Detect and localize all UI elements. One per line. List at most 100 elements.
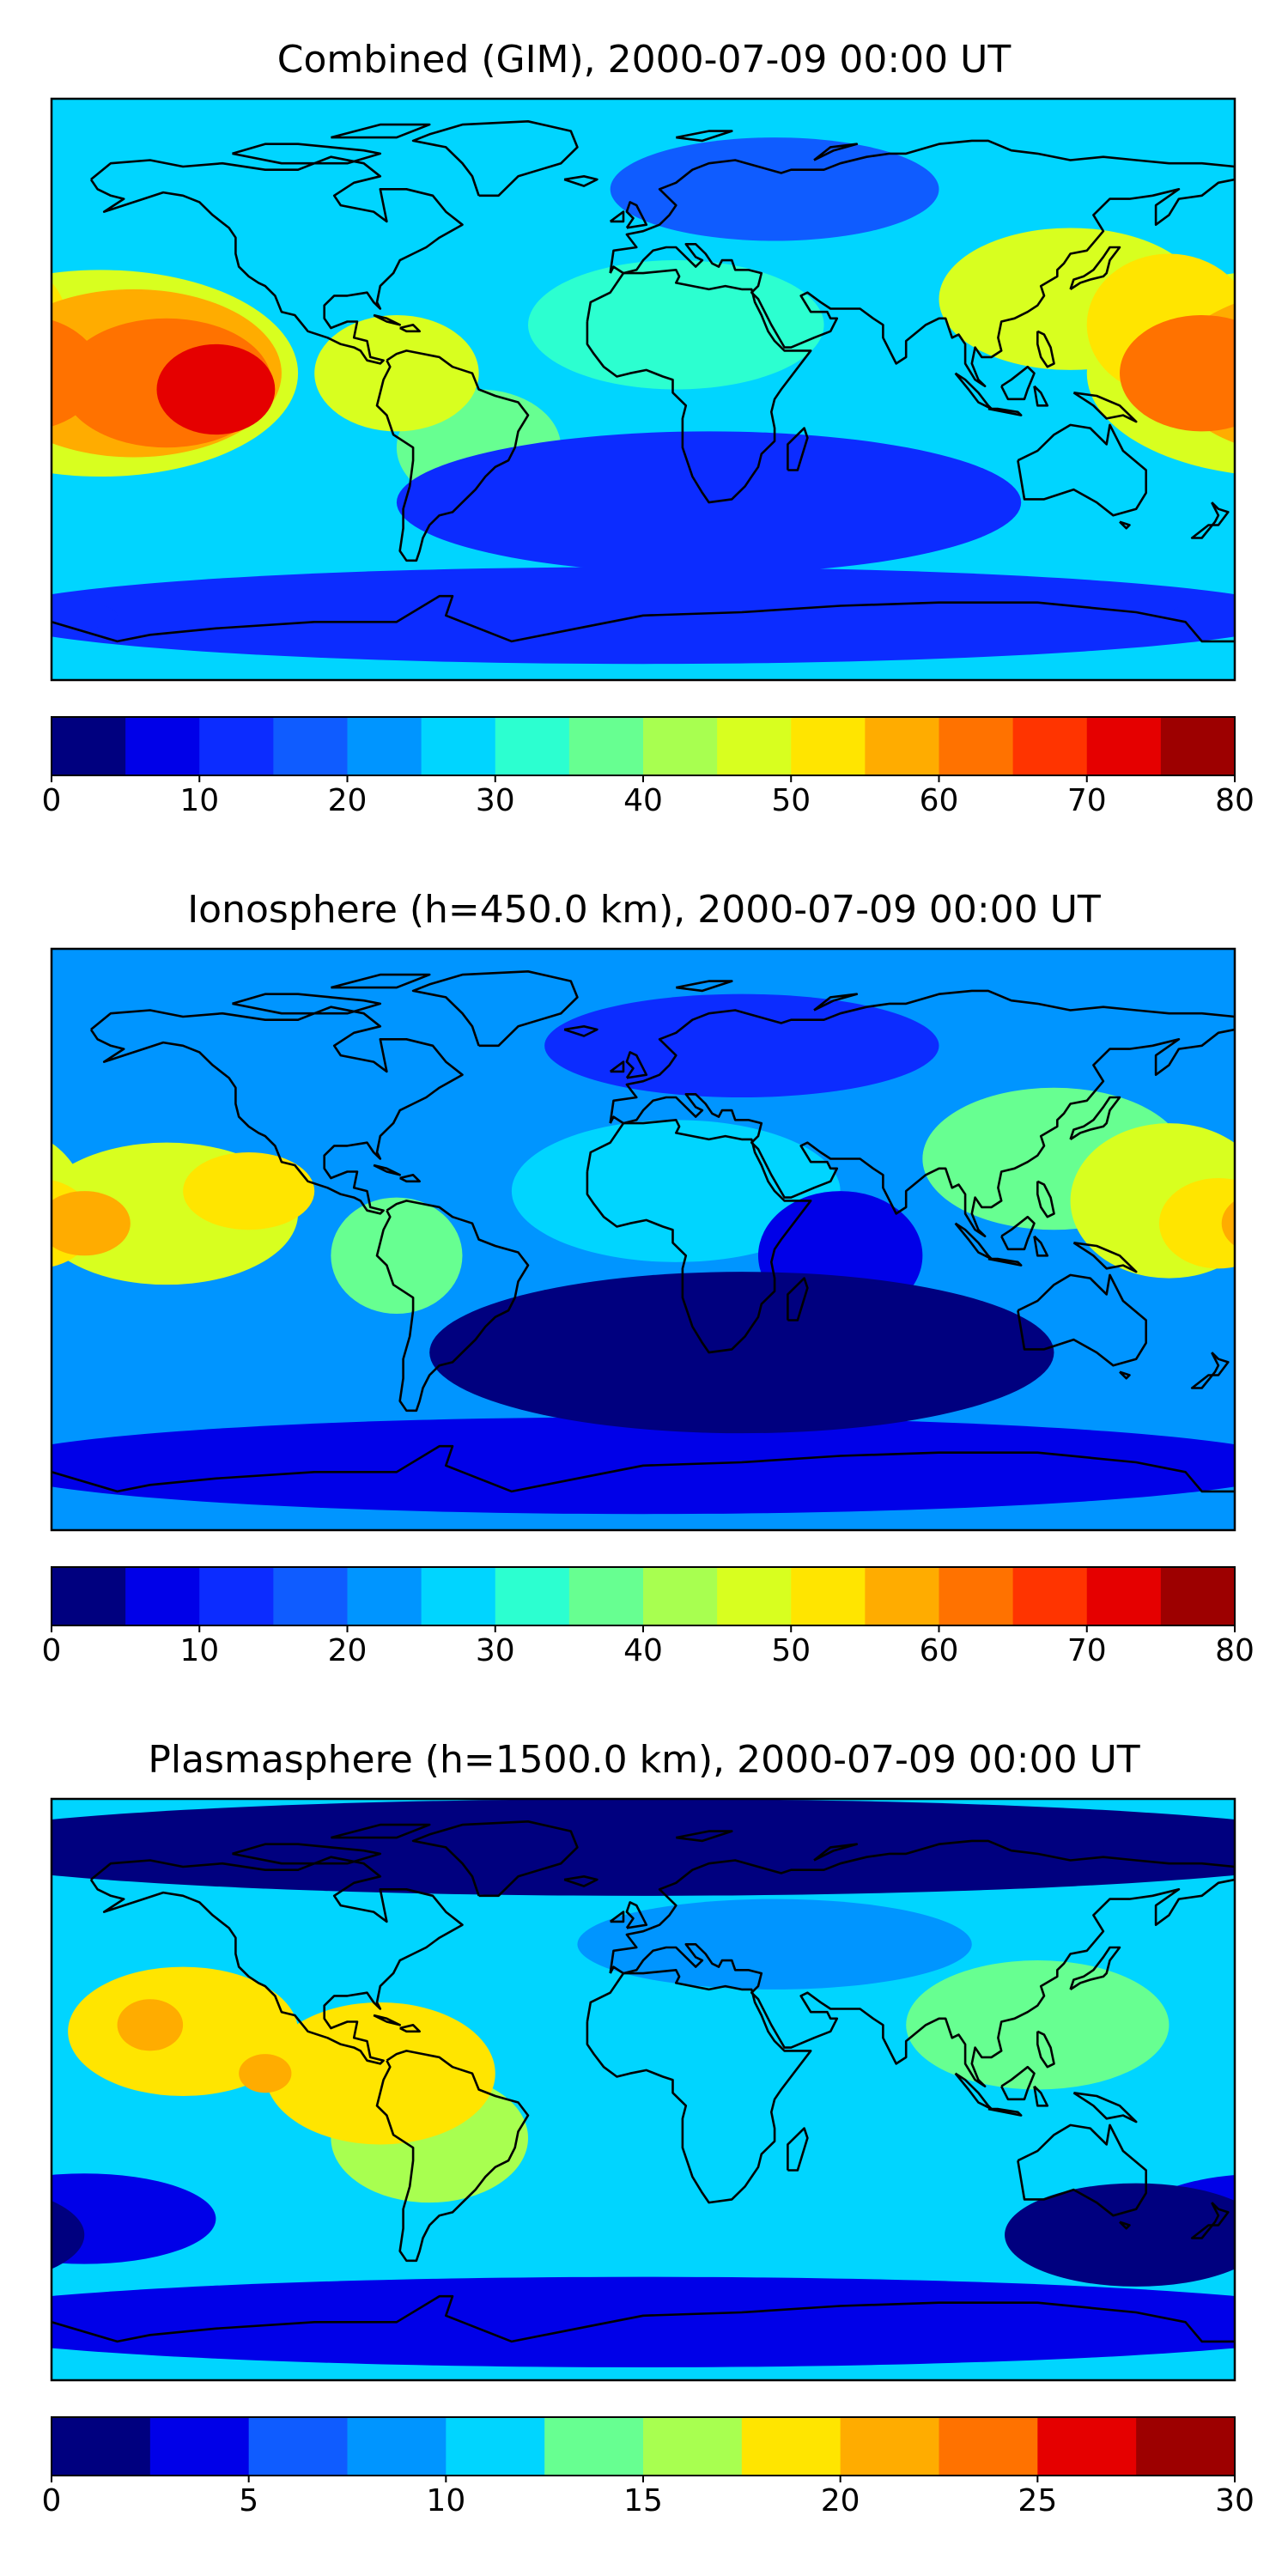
colorbar-tick-label: 40: [623, 783, 663, 818]
coastline: [625, 1901, 648, 1929]
map-frame: [50, 1797, 1236, 2382]
field-contour: [577, 1899, 972, 1990]
coastline: [813, 143, 859, 161]
coastline: [563, 1875, 598, 1887]
field-contour: [1169, 1444, 1235, 1487]
coastline: [563, 175, 598, 187]
coastline: [232, 1843, 382, 1865]
coastline: [1036, 1180, 1055, 1218]
coastline: [1190, 1352, 1230, 1389]
colorbar-bin: [52, 2417, 151, 2476]
field-contour: [1169, 594, 1235, 637]
coastline: [331, 1823, 431, 1839]
colorbar-bin: [52, 717, 126, 775]
field-contour: [183, 1151, 315, 1230]
coastline: [586, 1969, 812, 2204]
coastline: [609, 1060, 625, 1073]
coastline: [411, 120, 579, 197]
coastline: [1033, 2085, 1049, 2107]
colorbar-bin: [421, 717, 496, 775]
colorbar-tick-label: 80: [1215, 783, 1255, 818]
colorbar-tick-label: 25: [1018, 2483, 1058, 2518]
field-contour: [1221, 1200, 1235, 1247]
field-contour: [52, 319, 101, 427]
coastline: [1000, 2065, 1036, 2101]
coastline: [787, 427, 809, 471]
colorbar-bin: [1160, 1567, 1236, 1625]
coastline: [625, 201, 648, 229]
coastlines: [52, 970, 1235, 1493]
coastline: [676, 1830, 733, 1843]
coastline: [1072, 392, 1138, 423]
colorbar-bin: [568, 717, 644, 775]
coastline: [787, 1277, 809, 1321]
colorbar-bin: [125, 717, 200, 775]
coastline: [1069, 246, 1121, 290]
colorbar-tick-label: 70: [1066, 783, 1107, 818]
plasmasphere-map-panel: [50, 1797, 1236, 2482]
coastline: [1033, 1235, 1049, 1257]
coastline: [52, 1444, 1235, 1493]
coastline: [987, 407, 1023, 416]
field-contour: [52, 1799, 1235, 1896]
colorbar-bin: [840, 2417, 940, 2476]
colorbar-bin: [248, 2417, 349, 2476]
tec-field: [52, 99, 1235, 680]
field-contour: [906, 1960, 1170, 2090]
colorbar-tick-label: 30: [1215, 2483, 1255, 2518]
coastline: [954, 2072, 993, 2111]
ionosphere-title: Ionosphere (h=450.0 km), 2000-07-09 00:0…: [187, 888, 1101, 932]
coastline: [813, 1843, 859, 1862]
coastlines: [52, 120, 1235, 643]
colorbar-bin: [865, 717, 940, 775]
colorbar-bin: [347, 2417, 447, 2476]
coastline: [586, 1119, 812, 1354]
field-contour: [544, 993, 939, 1098]
coastline: [609, 139, 1235, 387]
colorbar-tick-label: 80: [1215, 1633, 1255, 1668]
colorbar: [51, 2416, 1236, 2482]
coastline: [52, 2294, 1235, 2343]
colorbar-bin: [741, 2417, 841, 2476]
coastline: [625, 1051, 648, 1079]
colorbar-bin: [568, 1567, 644, 1625]
coastline: [375, 1200, 530, 1413]
coastline: [373, 2014, 401, 2026]
colorbar-tick-label: 40: [623, 1633, 663, 1668]
colorbar-bin: [643, 1567, 718, 1625]
coastline: [411, 1820, 579, 1898]
tec-field: [52, 1799, 1235, 2380]
ionosphere-map-panel: [50, 947, 1236, 1632]
colorbar-bin: [1160, 717, 1236, 775]
field-contour: [314, 314, 479, 432]
coastline: [1069, 1946, 1121, 1990]
coastline: [1000, 365, 1036, 401]
colorbar-bin: [1012, 1567, 1088, 1625]
coastlines: [52, 1820, 1235, 2343]
coastline: [954, 1222, 993, 1261]
colorbar-tick-label: 10: [179, 1633, 220, 1668]
coastline: [1119, 2221, 1131, 2230]
colorbar-bin: [791, 717, 866, 775]
colorbar-bin: [421, 1567, 496, 1625]
coastline: [399, 2024, 421, 2033]
coastline: [676, 980, 733, 993]
coastline: [232, 143, 382, 165]
coastline: [609, 210, 625, 223]
field-contour: [1120, 315, 1235, 432]
colorbar-tick-label: 5: [239, 2483, 259, 2518]
combined-gim-title: Combined (GIM), 2000-07-09 00:00 UT: [276, 38, 1012, 82]
colorbar-tick-label: 0: [41, 2483, 62, 2518]
coastline: [232, 993, 382, 1015]
field-contour: [183, 363, 249, 416]
colorbar: [51, 716, 1236, 782]
field-contour: [1158, 1178, 1235, 1269]
plasmasphere-title: Plasmasphere (h=1500.0 km), 2000-07-09 0…: [148, 1738, 1140, 1782]
colorbar-bin: [717, 717, 792, 775]
coastline: [1036, 2030, 1055, 2069]
coastline: [1017, 2123, 1147, 2217]
colorbar-bin: [643, 717, 718, 775]
coastline: [1072, 1242, 1138, 1273]
colorbar-bin: [544, 2417, 644, 2476]
